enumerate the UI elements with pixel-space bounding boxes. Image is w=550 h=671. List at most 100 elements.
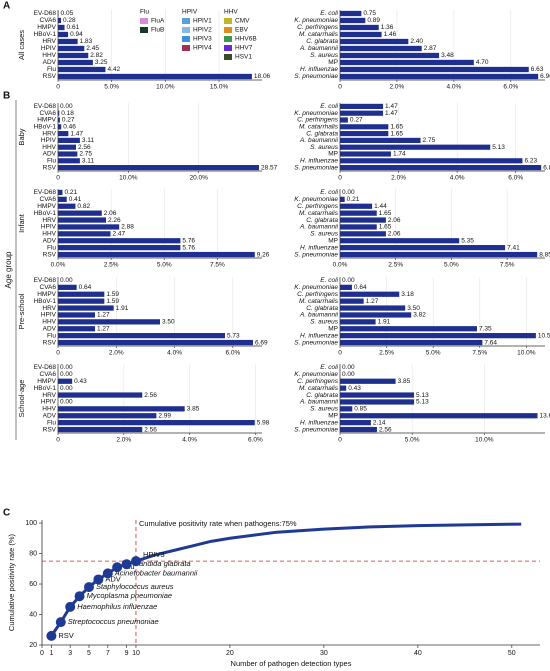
category-label: H. influenzae <box>300 332 338 339</box>
x-tick-label: 0 <box>56 84 60 91</box>
legend-label: HPIV4 <box>193 45 212 52</box>
category-label: S. pneumoniae <box>294 339 338 346</box>
category-label: E. coli <box>320 277 338 284</box>
category-label: C. perfringens <box>297 117 339 124</box>
category-label: HMPV <box>37 117 56 124</box>
category-label: H. influenzae <box>300 66 338 73</box>
x-tick-label: 0 <box>56 437 60 444</box>
bar <box>58 17 62 24</box>
category-label: HBoV-1 <box>34 385 57 392</box>
category-label: MP <box>328 237 338 244</box>
category-label: HRV <box>42 305 56 312</box>
x-tick-label: 0 <box>56 350 60 357</box>
category-label: CVA6 <box>40 284 57 291</box>
x-tick-label: 2.0% <box>116 437 131 444</box>
bar <box>58 131 69 137</box>
value-label: 0.00 <box>342 371 355 378</box>
point-label: ADV <box>105 574 120 583</box>
bar <box>340 319 376 325</box>
x-tick-label: 5.0% <box>426 350 441 357</box>
bar <box>58 413 157 419</box>
category-label: S. pneumoniae <box>294 251 338 258</box>
category-label: HBoV-1 <box>34 31 57 38</box>
point-label: Haemophilus influenzae <box>77 602 157 611</box>
x-tick-label: 5.0% <box>104 84 119 91</box>
value-label: 13.68 <box>539 412 550 419</box>
bar <box>340 158 523 164</box>
value-label: 0.00 <box>60 364 73 371</box>
value-label: 0.00 <box>342 277 355 284</box>
x-tick-label: 4.0% <box>167 350 182 357</box>
bar <box>58 245 181 251</box>
bar <box>340 196 345 202</box>
legend-label: FluA <box>151 18 165 25</box>
value-label: 9.26 <box>257 251 270 258</box>
category-label: EV-D68 <box>34 103 57 110</box>
value-label: 0.05 <box>61 10 74 17</box>
category-label: M. catarrhalis <box>299 385 339 392</box>
legend-label: CMV <box>235 18 250 25</box>
x-tick-label: 10.0% <box>517 350 536 357</box>
category-label: C. glabrata <box>306 305 338 312</box>
value-label: 10.51 <box>538 332 550 339</box>
x-tick-label: 6.0% <box>225 350 240 357</box>
bar <box>58 124 62 130</box>
bar <box>340 52 440 59</box>
value-label: 0.00 <box>342 364 355 371</box>
x-tick-label: 20.0% <box>189 175 208 182</box>
x-tick-label: 5.0% <box>405 437 420 444</box>
category-label: HRV <box>42 130 56 137</box>
point <box>130 556 141 567</box>
value-label: 0.61 <box>67 24 80 31</box>
category-label: Flu <box>47 66 56 73</box>
value-label: 2.26 <box>108 217 121 224</box>
bar <box>58 110 60 116</box>
point <box>121 559 132 570</box>
category-label: HMPV <box>37 291 56 298</box>
legend-swatch <box>224 27 232 33</box>
x-tick-label: 0 <box>338 350 342 357</box>
category-label: HPIV <box>41 399 57 406</box>
bar <box>340 413 538 419</box>
group-label: Baby <box>17 128 26 145</box>
value-label: 2.06 <box>388 217 401 224</box>
category-label: K. pneumoniae <box>294 284 338 291</box>
bar <box>58 66 106 73</box>
bar <box>340 298 364 304</box>
category-label: Flu <box>47 419 56 426</box>
category-label: C. perfringens <box>297 24 339 31</box>
value-label: 3.50 <box>162 319 175 326</box>
category-label: RSV <box>43 164 57 171</box>
category-label: M. catarrhalis <box>299 298 339 305</box>
category-label: HHV <box>42 406 56 413</box>
value-label: 1.65 <box>390 124 403 131</box>
bar <box>340 38 409 45</box>
value-label: 0.43 <box>74 378 87 385</box>
bar <box>58 59 93 66</box>
bar <box>340 284 352 290</box>
bar <box>58 144 77 150</box>
legend-swatch <box>140 27 148 33</box>
category-label: RSV <box>43 251 57 258</box>
category-label: HPIV <box>41 137 57 144</box>
value-label: 2.06 <box>388 231 401 238</box>
bar <box>340 165 542 171</box>
legend-title: Flu <box>140 9 149 16</box>
value-label: 5.76 <box>182 237 195 244</box>
value-label: 0.94 <box>70 31 83 38</box>
category-label: K. pneumoniae <box>294 196 338 203</box>
value-label: 7.41 <box>507 244 520 251</box>
value-label: 1.27 <box>366 298 379 305</box>
point <box>74 591 85 602</box>
bar <box>58 319 160 325</box>
value-label: 1.27 <box>97 325 110 332</box>
category-label: RSV <box>43 339 57 346</box>
value-label: 7.64 <box>484 339 497 346</box>
value-label: 6.96 <box>540 73 550 80</box>
value-label: 4.70 <box>476 59 489 66</box>
category-label: ADV <box>43 325 57 332</box>
x-tick-label: 0 <box>56 175 60 182</box>
legend-swatch <box>224 54 232 60</box>
bar <box>58 339 253 346</box>
value-label: 3.25 <box>95 59 108 66</box>
